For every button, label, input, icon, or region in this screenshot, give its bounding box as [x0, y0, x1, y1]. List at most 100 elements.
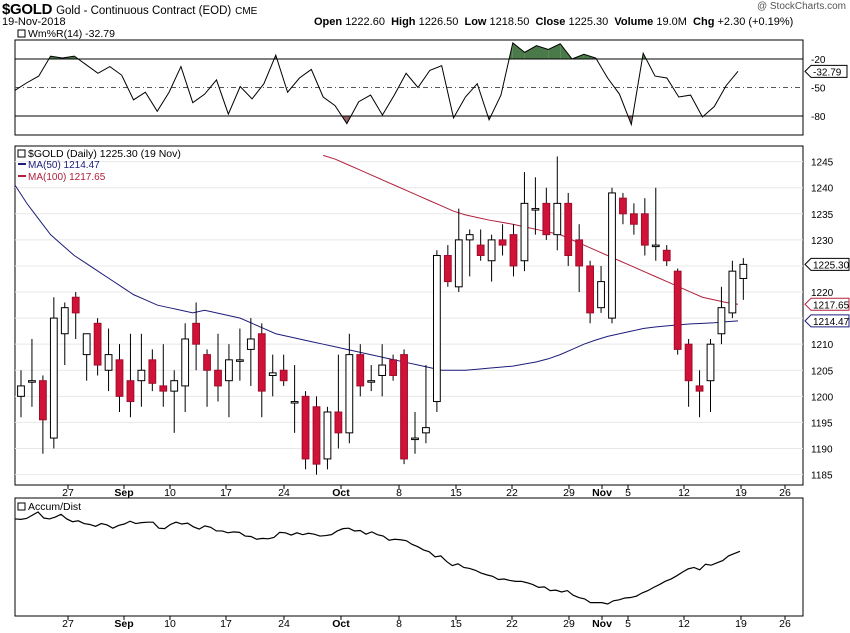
candle-body	[619, 197, 627, 215]
wmr-value-marker	[804, 64, 848, 78]
candle-body	[246, 338, 255, 350]
candle-body	[356, 354, 365, 387]
candle-body	[279, 369, 288, 382]
ohlc-readout: Open 1222.60 High 1226.50 Low 1218.50 Cl…	[314, 16, 794, 28]
x-tick-label: 24	[278, 487, 290, 499]
candle-body	[597, 281, 605, 309]
candle-body	[235, 359, 244, 362]
candle-body	[400, 354, 408, 460]
price-tick-label: 1190	[811, 444, 833, 455]
candle-body	[432, 255, 441, 403]
candle-body	[38, 380, 47, 421]
x-tick-label: 10	[164, 487, 176, 499]
x-tick-label: 17	[220, 487, 232, 499]
candle-body	[214, 369, 222, 387]
wmr-tick-label: -50	[811, 84, 826, 95]
x-tick-label: Nov	[592, 487, 612, 499]
wmr-legend: Wm%R(14) -32.79	[28, 28, 115, 40]
candle-body	[170, 380, 179, 392]
x-tick-label: 27	[62, 487, 74, 499]
candle-body	[728, 270, 737, 314]
candle-body	[389, 359, 398, 376]
candle-body	[443, 255, 452, 283]
instrument-name: Gold - Continuous Contract (EOD)	[56, 5, 232, 17]
candle-body	[367, 380, 376, 383]
candle-body	[542, 202, 551, 236]
candle-body	[640, 213, 649, 246]
x-tick-label: 15	[450, 487, 462, 499]
candle-body	[159, 385, 168, 392]
candle-body	[454, 239, 463, 288]
price-tick-label: 1220	[811, 288, 834, 299]
candle-body	[323, 411, 332, 460]
candle-body	[71, 296, 80, 314]
candle-body	[203, 354, 211, 371]
x-tick-label: 10	[164, 618, 176, 630]
x-tick-label: Oct	[332, 487, 350, 499]
candle-body	[695, 385, 704, 392]
ad-line	[14, 511, 741, 605]
price-tick-label: 1235	[811, 210, 834, 221]
x-tick-label: 17	[220, 618, 232, 630]
candle-body	[531, 208, 540, 211]
candle-body	[137, 369, 146, 382]
x-tick-label: 12	[678, 618, 690, 630]
candle-body	[509, 234, 518, 267]
candle-body	[575, 239, 584, 267]
ad-panel-frame	[14, 497, 804, 617]
candle-body	[312, 406, 321, 465]
candle-body	[662, 249, 671, 262]
wmr-tick-label: -80	[811, 112, 826, 123]
candle-body	[192, 322, 201, 345]
candle-body	[17, 385, 25, 397]
x-tick-label: 19	[735, 487, 747, 499]
candle-body	[378, 364, 387, 376]
candle-body	[608, 192, 616, 319]
ma-line-ma100	[323, 154, 739, 305]
exchange: CME	[235, 6, 258, 17]
x-tick-label: 5	[625, 487, 631, 499]
candle-body	[28, 380, 36, 383]
price-tick-label: 1240	[811, 184, 834, 195]
candle-body	[717, 307, 726, 335]
legend-checkbox	[17, 29, 26, 38]
candle-body	[93, 322, 102, 366]
candle-body	[148, 359, 157, 384]
candle-body	[629, 213, 638, 225]
x-tick-label: Sep	[114, 487, 133, 499]
price-tick-label: 1205	[811, 366, 834, 377]
x-tick-label: 12	[678, 487, 690, 499]
ma50-value-label: 1214.47	[813, 317, 850, 328]
candle-body	[476, 244, 485, 257]
ma-legend-entry: MA(50) 1214.47	[28, 160, 100, 171]
overbought-fill	[512, 42, 525, 59]
price-legend: $GOLD (Daily) 1225.30 (19 Nov)	[28, 148, 181, 160]
candle-body	[487, 239, 496, 262]
legend-checkbox	[17, 502, 26, 511]
ma-legend-entry: MA(100) 1217.65	[28, 172, 106, 183]
wmr-line	[14, 41, 739, 127]
wmr-tick-label: -20	[811, 55, 826, 66]
overbought-fill	[524, 45, 537, 59]
x-tick-label: Nov	[592, 618, 612, 630]
candle-body	[520, 202, 529, 262]
x-tick-label: 22	[506, 618, 518, 630]
price-tick-label: 1185	[811, 471, 833, 482]
chart-title: $GOLD Gold - Continuous Contract (EOD) C…	[2, 1, 257, 18]
symbol: $GOLD	[2, 1, 53, 18]
high-value: 1226.50	[418, 16, 459, 28]
candle-body	[411, 437, 419, 441]
candle-body	[465, 234, 474, 241]
candle-body	[82, 333, 91, 356]
candle-body	[126, 380, 135, 403]
candle-body	[673, 270, 682, 350]
candle-body	[268, 372, 277, 376]
close-value: 1225.30	[568, 16, 609, 28]
open-value: 1222.60	[345, 16, 385, 28]
ma50-value-marker	[804, 314, 850, 328]
x-tick-label: 27	[62, 618, 74, 630]
candle-body	[181, 338, 190, 387]
x-tick-label: 5	[625, 618, 631, 630]
credit-link[interactable]: @ StockCharts.com	[756, 1, 846, 12]
candle-body	[422, 427, 430, 434]
